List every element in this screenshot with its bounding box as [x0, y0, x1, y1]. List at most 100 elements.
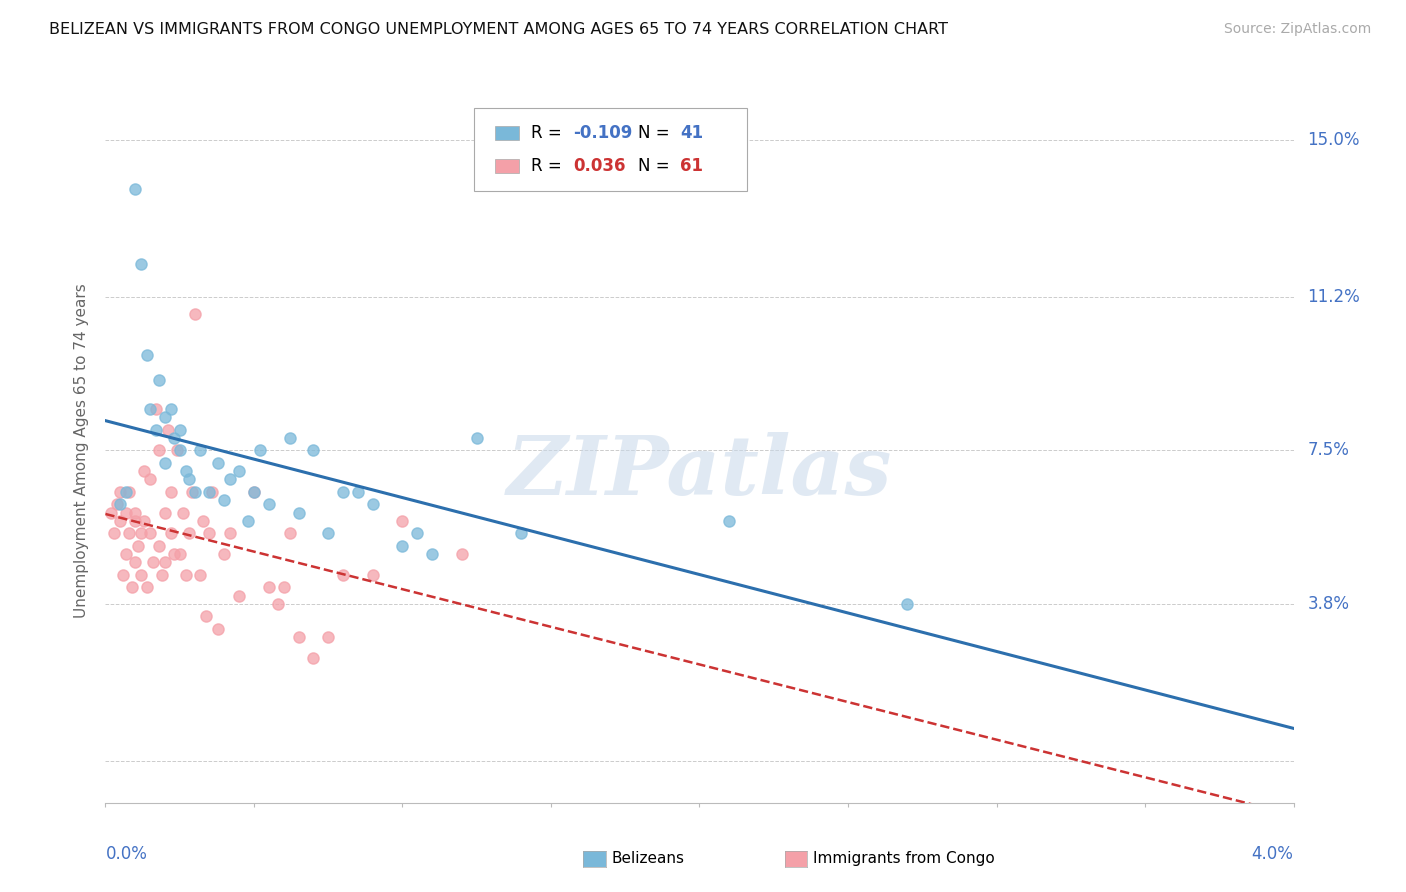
Point	[110, 497, 132, 511]
Point	[287, 506, 309, 520]
Point	[132, 514, 155, 528]
Point	[105, 497, 128, 511]
Text: Immigrants from Congo: Immigrants from Congo	[813, 852, 994, 866]
Point	[361, 497, 384, 511]
Point	[127, 539, 149, 553]
Point	[110, 484, 132, 499]
Point	[145, 402, 167, 417]
Point	[169, 443, 191, 458]
Point	[174, 464, 197, 478]
Point	[124, 514, 146, 528]
Point	[361, 567, 384, 582]
Point	[183, 484, 205, 499]
Point	[316, 630, 339, 644]
Point	[278, 526, 301, 541]
Point	[129, 257, 152, 271]
Point	[183, 307, 205, 321]
Point	[896, 597, 918, 611]
Point	[174, 567, 197, 582]
Point	[139, 526, 162, 541]
Point	[142, 555, 165, 569]
Point	[302, 650, 325, 665]
Point	[169, 423, 191, 437]
Point	[121, 580, 143, 594]
Text: 0.036: 0.036	[574, 157, 626, 176]
Point	[115, 547, 138, 561]
Point	[136, 580, 159, 594]
Point	[159, 402, 181, 417]
Point	[228, 589, 250, 603]
Point	[302, 443, 325, 458]
Point	[718, 514, 741, 528]
Point	[193, 514, 215, 528]
Point	[219, 526, 242, 541]
Point	[139, 473, 162, 487]
Point	[180, 484, 202, 499]
FancyBboxPatch shape	[474, 108, 747, 191]
Bar	[495, 160, 519, 173]
Point	[129, 526, 152, 541]
Point	[159, 484, 181, 499]
Point	[406, 526, 429, 541]
Point	[228, 464, 250, 478]
Point	[236, 514, 259, 528]
Point	[219, 473, 242, 487]
Point	[332, 484, 354, 499]
Point	[163, 431, 186, 445]
Text: Source: ZipAtlas.com: Source: ZipAtlas.com	[1223, 22, 1371, 37]
Point	[118, 526, 141, 541]
Point	[267, 597, 290, 611]
Point	[112, 567, 135, 582]
Bar	[495, 126, 519, 140]
Point	[145, 423, 167, 437]
Point	[124, 182, 146, 196]
Point	[124, 555, 146, 569]
Point	[124, 506, 146, 520]
Point	[257, 497, 280, 511]
Text: R =: R =	[531, 124, 567, 142]
Point	[150, 567, 173, 582]
Point	[166, 443, 188, 458]
Point	[172, 506, 194, 520]
Point	[156, 423, 179, 437]
Point	[110, 514, 132, 528]
Point	[139, 402, 162, 417]
Point	[420, 547, 443, 561]
Point	[198, 484, 221, 499]
Text: 15.0%: 15.0%	[1308, 130, 1360, 149]
Point	[214, 493, 236, 508]
Point	[190, 567, 212, 582]
Text: 7.5%: 7.5%	[1308, 442, 1350, 459]
Point	[332, 567, 354, 582]
Point	[115, 484, 138, 499]
Point	[207, 622, 229, 636]
Y-axis label: Unemployment Among Ages 65 to 74 years: Unemployment Among Ages 65 to 74 years	[75, 283, 90, 618]
Text: ZIPatlas: ZIPatlas	[506, 432, 893, 512]
Point	[278, 431, 301, 445]
Text: N =: N =	[638, 157, 675, 176]
Point	[136, 348, 159, 362]
Point	[391, 514, 413, 528]
Point	[190, 443, 212, 458]
Point	[100, 506, 122, 520]
Text: R =: R =	[531, 157, 567, 176]
Point	[249, 443, 271, 458]
Point	[243, 484, 266, 499]
Point	[201, 484, 224, 499]
Point	[129, 567, 152, 582]
Text: 61: 61	[681, 157, 703, 176]
Text: 0.0%: 0.0%	[105, 845, 148, 863]
Point	[347, 484, 370, 499]
Point	[465, 431, 488, 445]
Point	[214, 547, 236, 561]
Point	[118, 484, 141, 499]
Point	[153, 506, 176, 520]
Point	[510, 526, 533, 541]
Point	[169, 547, 191, 561]
Point	[163, 547, 186, 561]
Point	[207, 456, 229, 470]
Point	[153, 555, 176, 569]
Text: Belizeans: Belizeans	[612, 852, 685, 866]
Point	[153, 456, 176, 470]
Text: BELIZEAN VS IMMIGRANTS FROM CONGO UNEMPLOYMENT AMONG AGES 65 TO 74 YEARS CORRELA: BELIZEAN VS IMMIGRANTS FROM CONGO UNEMPL…	[49, 22, 948, 37]
